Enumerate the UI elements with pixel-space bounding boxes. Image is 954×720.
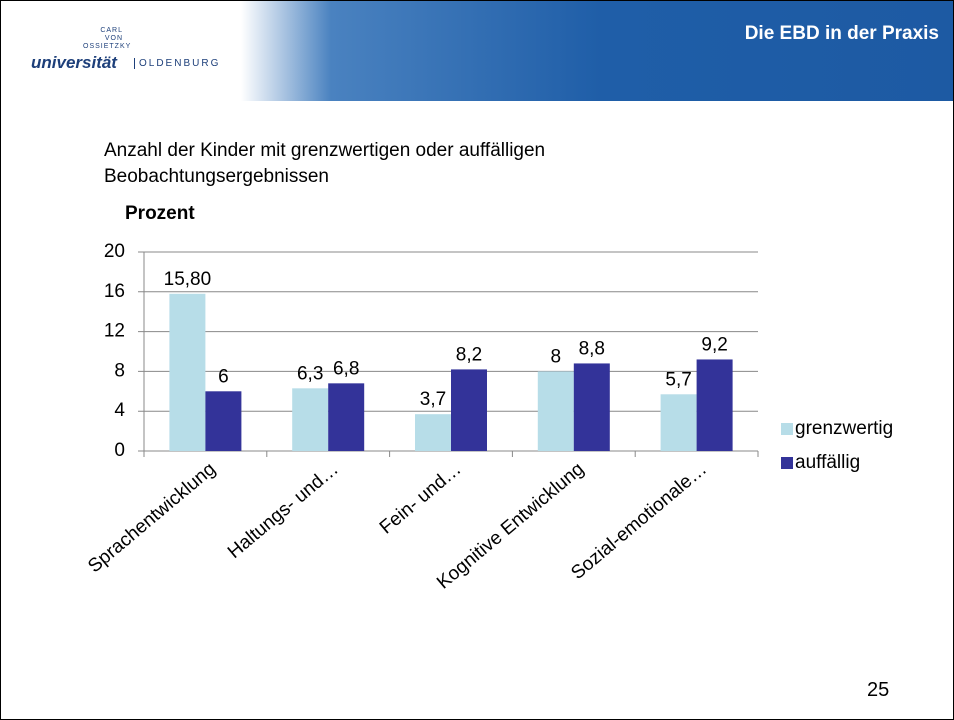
bar: [537, 371, 574, 451]
x-tick-label: Fein- und…: [376, 459, 466, 539]
bar: [169, 293, 206, 451]
y-tick-label: 20: [104, 241, 125, 262]
bar: [415, 414, 451, 451]
slide-title: Die EBD in der Praxis: [744, 23, 939, 44]
y-tick-label: 4: [114, 400, 125, 421]
value-label: 6: [218, 366, 229, 387]
x-tick-label: Haltungs- und…: [224, 459, 343, 563]
legend-swatch: [781, 457, 793, 469]
logo-city: OLDENBURG: [134, 58, 220, 69]
header-band: [1, 1, 953, 101]
logo-main: universität: [31, 53, 117, 72]
bar: [205, 391, 242, 451]
y-tick-label: 0: [114, 440, 125, 461]
value-label: 8,8: [579, 338, 605, 359]
logo-top: CARL VON OSSIETZKY: [83, 27, 132, 50]
value-label: 6,3: [297, 363, 323, 384]
x-tick-label: Sozial-emotionale…: [567, 459, 711, 584]
bar: [660, 394, 697, 451]
y-tick-label: 16: [104, 281, 125, 302]
value-label: 6,8: [333, 358, 359, 379]
y-tick-label: 12: [104, 321, 125, 342]
bar: [451, 369, 487, 451]
slide-number: 25: [867, 679, 890, 701]
bar: [696, 359, 733, 451]
y-axis-label: Prozent: [125, 203, 195, 224]
value-label: 5,7: [665, 369, 691, 390]
x-tick-label: Sprachentwicklung: [84, 459, 220, 578]
value-label: 3,7: [420, 389, 446, 410]
legend-label: auffällig: [795, 452, 860, 473]
value-label: 15,80: [164, 269, 212, 290]
value-label: 8: [551, 346, 562, 367]
y-tick-label: 8: [114, 360, 125, 381]
bar: [292, 388, 329, 451]
bar: [328, 383, 365, 451]
bar: [573, 363, 610, 451]
value-label: 8,2: [456, 344, 482, 365]
legend-swatch: [781, 423, 793, 435]
legend-label: grenzwertig: [795, 418, 893, 439]
value-label: 9,2: [701, 334, 727, 355]
chart-title: Anzahl der Kinder mit grenzwertigen oder…: [104, 140, 546, 187]
